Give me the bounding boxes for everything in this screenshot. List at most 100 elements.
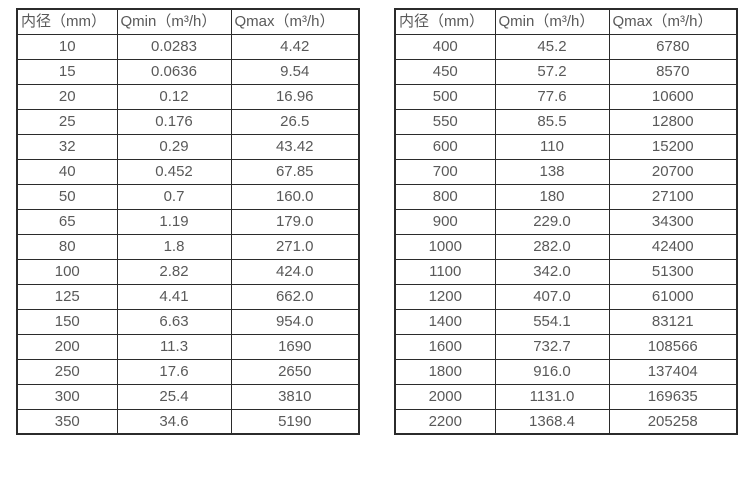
table-cell: 8570 xyxy=(608,58,738,85)
table-cell: 4.41 xyxy=(116,283,232,310)
table-cell: 0.0283 xyxy=(116,33,232,60)
table-row: 800 180 27100 xyxy=(394,183,738,210)
table-row: 25 0.176 26.5 xyxy=(16,108,360,135)
column-header: 内径（mm） xyxy=(394,8,496,35)
table-cell: 100 xyxy=(16,258,118,285)
table-cell: 125 xyxy=(16,283,118,310)
table-cell: 42400 xyxy=(608,233,738,260)
table-cell: 1.8 xyxy=(116,233,232,260)
table-cell: 2650 xyxy=(230,358,360,385)
table-cell: 6780 xyxy=(608,33,738,60)
table-cell: 1200 xyxy=(394,283,496,310)
table-row: 15 0.0636 9.54 xyxy=(16,58,360,85)
table-cell: 424.0 xyxy=(230,258,360,285)
table-cell: 9.54 xyxy=(230,58,360,85)
table-cell: 26.5 xyxy=(230,108,360,135)
table-cell: 57.2 xyxy=(494,58,610,85)
table-row: 550 85.5 12800 xyxy=(394,108,738,135)
table-row: 2000 1131.0 169635 xyxy=(394,383,738,410)
table-cell: 10 xyxy=(16,33,118,60)
table-cell: 150 xyxy=(16,308,118,335)
table-row: 400 45.2 6780 xyxy=(394,33,738,60)
table-cell: 10600 xyxy=(608,83,738,110)
table-cell: 85.5 xyxy=(494,108,610,135)
table-cell: 954.0 xyxy=(230,308,360,335)
header-row: 内径（mm） Qmin（m³/h） Qmax（m³/h） xyxy=(16,8,360,35)
table-cell: 1100 xyxy=(394,258,496,285)
table-cell: 0.29 xyxy=(116,133,232,160)
table-cell: 700 xyxy=(394,158,496,185)
column-header: Qmax（m³/h） xyxy=(230,8,360,35)
table-row: 1800 916.0 137404 xyxy=(394,358,738,385)
table-cell: 250 xyxy=(16,358,118,385)
table-row: 1100 342.0 51300 xyxy=(394,258,738,285)
table-cell: 205258 xyxy=(608,408,738,435)
table-cell: 407.0 xyxy=(494,283,610,310)
table-cell: 5190 xyxy=(230,408,360,435)
table-cell: 500 xyxy=(394,83,496,110)
table-row: 80 1.8 271.0 xyxy=(16,233,360,260)
flow-table-right: 内径（mm） Qmin（m³/h） Qmax（m³/h） 400 45.2 6780 450… xyxy=(394,8,738,435)
table-row: 20 0.12 16.96 xyxy=(16,83,360,110)
table-row: 32 0.29 43.42 xyxy=(16,133,360,160)
table-cell: 1368.4 xyxy=(494,408,610,435)
column-header: 内径（mm） xyxy=(16,8,118,35)
table-cell: 6.63 xyxy=(116,308,232,335)
table-cell: 110 xyxy=(494,133,610,160)
table-cell: 15 xyxy=(16,58,118,85)
table-cell: 0.12 xyxy=(116,83,232,110)
table-cell: 169635 xyxy=(608,383,738,410)
table-cell: 80 xyxy=(16,233,118,260)
table-cell: 271.0 xyxy=(230,233,360,260)
table-row: 1400 554.1 83121 xyxy=(394,308,738,335)
table-row: 1200 407.0 61000 xyxy=(394,283,738,310)
table-row: 10 0.0283 4.42 xyxy=(16,33,360,60)
table-cell: 65 xyxy=(16,208,118,235)
table-cell: 25.4 xyxy=(116,383,232,410)
table-cell: 1.19 xyxy=(116,208,232,235)
table-row: 500 77.6 10600 xyxy=(394,83,738,110)
table-cell: 342.0 xyxy=(494,258,610,285)
table-cell: 0.7 xyxy=(116,183,232,210)
table-cell: 179.0 xyxy=(230,208,360,235)
table-cell: 16.96 xyxy=(230,83,360,110)
table-cell: 27100 xyxy=(608,183,738,210)
table-cell: 61000 xyxy=(608,283,738,310)
column-header: Qmin（m³/h） xyxy=(116,8,232,35)
table-cell: 160.0 xyxy=(230,183,360,210)
table-cell: 1800 xyxy=(394,358,496,385)
table-cell: 4.42 xyxy=(230,33,360,60)
table-row: 450 57.2 8570 xyxy=(394,58,738,85)
table-cell: 2200 xyxy=(394,408,496,435)
table-row: 125 4.41 662.0 xyxy=(16,283,360,310)
table-cell: 17.6 xyxy=(116,358,232,385)
table-row: 50 0.7 160.0 xyxy=(16,183,360,210)
table-cell: 300 xyxy=(16,383,118,410)
table-row: 1000 282.0 42400 xyxy=(394,233,738,260)
table-row: 250 17.6 2650 xyxy=(16,358,360,385)
table-cell: 662.0 xyxy=(230,283,360,310)
flow-table-left: 内径（mm） Qmin（m³/h） Qmax（m³/h） 10 0.0283 4.42 15… xyxy=(16,8,360,435)
table-cell: 400 xyxy=(394,33,496,60)
table-cell: 137404 xyxy=(608,358,738,385)
column-header: Qmin（m³/h） xyxy=(494,8,610,35)
table-row: 1600 732.7 108566 xyxy=(394,333,738,360)
table-cell: 200 xyxy=(16,333,118,360)
tables-container: 内径（mm） Qmin（m³/h） Qmax（m³/h） 10 0.0283 4.42 15… xyxy=(16,8,750,435)
table-cell: 2.82 xyxy=(116,258,232,285)
table-row: 300 25.4 3810 xyxy=(16,383,360,410)
table-cell: 108566 xyxy=(608,333,738,360)
table-row: 600 110 15200 xyxy=(394,133,738,160)
table-row: 100 2.82 424.0 xyxy=(16,258,360,285)
table-cell: 916.0 xyxy=(494,358,610,385)
table-cell: 50 xyxy=(16,183,118,210)
table-cell: 15200 xyxy=(608,133,738,160)
table-cell: 180 xyxy=(494,183,610,210)
table-cell: 1690 xyxy=(230,333,360,360)
table-cell: 554.1 xyxy=(494,308,610,335)
table-row: 2200 1368.4 205258 xyxy=(394,408,738,435)
table-cell: 1400 xyxy=(394,308,496,335)
table-row: 200 11.3 1690 xyxy=(16,333,360,360)
table-cell: 0.176 xyxy=(116,108,232,135)
table-cell: 12800 xyxy=(608,108,738,135)
